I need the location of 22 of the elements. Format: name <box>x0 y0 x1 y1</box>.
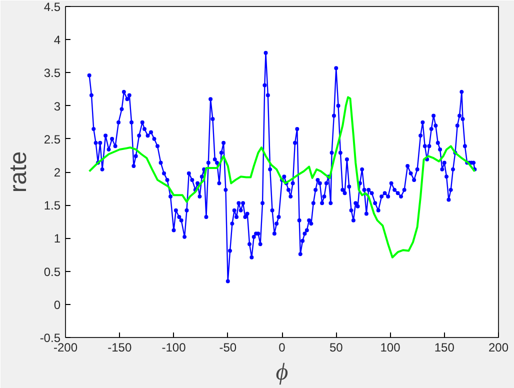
y-tick-label: 2 <box>54 166 61 180</box>
y-tick-label: 3 <box>54 99 61 114</box>
y-tick-label: 3.5 <box>44 66 61 80</box>
y-axis-title: rate <box>4 151 32 193</box>
line-series <box>88 96 476 258</box>
x-tick-label: -200 <box>53 340 78 354</box>
x-tick-label: 150 <box>434 340 455 354</box>
x-tick-label: 200 <box>488 340 509 354</box>
x-tick-label: -100 <box>162 340 186 354</box>
y-tick-label: 4 <box>54 33 61 48</box>
x-tick-label: 100 <box>380 340 401 354</box>
x-axis-title: ϕ <box>276 360 288 386</box>
x-tick-label: -50 <box>219 340 237 354</box>
x-tick-label: 50 <box>329 340 344 354</box>
x-tick-label: 0 <box>278 340 286 354</box>
x-tick-label: -150 <box>108 340 132 354</box>
y-tick-label: 1 <box>54 232 61 246</box>
y-tick-label: 0 <box>54 298 61 312</box>
y-tick-label: 2.5 <box>44 132 61 146</box>
y-tick-label: 1.5 <box>44 198 61 213</box>
y-tick-label: 0.5 <box>44 264 61 279</box>
y-tick-label: 4.5 <box>44 0 61 14</box>
